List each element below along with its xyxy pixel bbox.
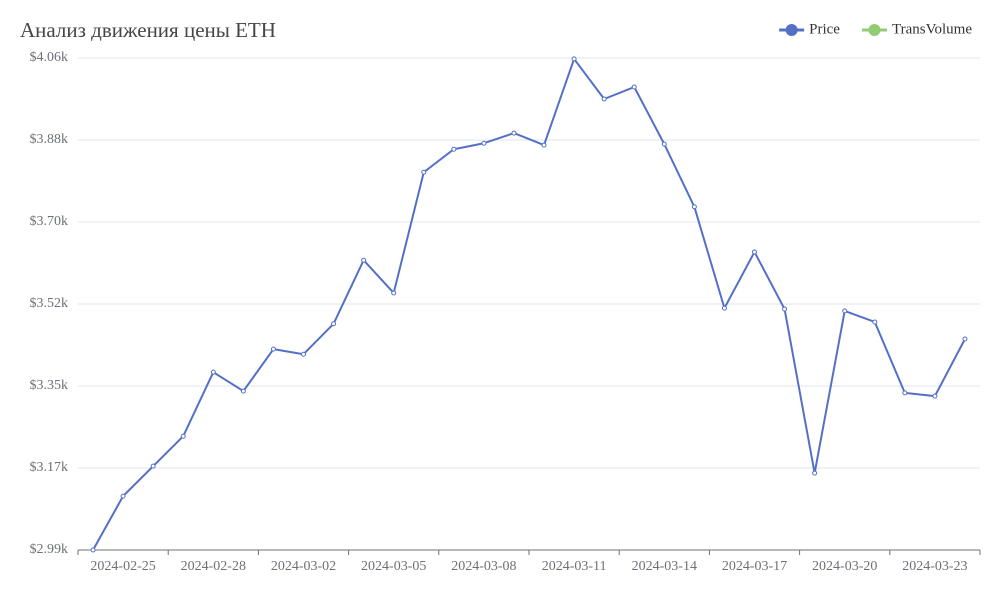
data-point <box>661 141 667 147</box>
x-tick-label: 2024-02-25 <box>90 559 155 574</box>
data-point <box>752 249 757 255</box>
data-point <box>782 306 788 312</box>
x-tick-label: 2024-02-28 <box>181 559 246 574</box>
y-tick-label: $3.35k <box>30 378 69 393</box>
data-point <box>391 290 397 296</box>
data-point <box>180 433 186 439</box>
y-tick-label: $3.70k <box>30 214 69 229</box>
data-point <box>331 321 337 327</box>
data-point <box>120 493 126 499</box>
data-point <box>541 142 547 148</box>
data-point <box>481 140 487 146</box>
data-point <box>631 84 637 90</box>
x-tick-label: 2024-03-08 <box>451 559 516 574</box>
legend-icon <box>868 24 881 36</box>
legend-label: TransVolume <box>892 21 972 37</box>
y-tick-label: $3.17k <box>30 460 69 475</box>
data-point <box>932 393 938 399</box>
data-point <box>361 257 367 263</box>
data-point <box>812 470 818 476</box>
legend-icon <box>785 24 798 36</box>
legend-label: Price <box>809 21 840 37</box>
x-tick-label: 2024-03-11 <box>542 559 607 574</box>
data-point <box>601 96 607 102</box>
chart-title: Анализ движения цены ETH <box>20 18 276 42</box>
data-point <box>421 169 427 175</box>
data-point <box>842 308 848 314</box>
data-point <box>451 146 457 152</box>
data-point <box>301 351 306 357</box>
data-point <box>872 319 878 325</box>
x-tick-label: 2024-03-17 <box>722 559 787 574</box>
data-point <box>150 463 156 469</box>
data-point <box>210 369 216 375</box>
data-point <box>721 305 727 311</box>
x-tick-label: 2024-03-20 <box>812 559 877 574</box>
x-tick-label: 2024-03-23 <box>902 559 967 574</box>
data-point <box>90 547 96 553</box>
data-point <box>240 388 246 394</box>
x-tick-label: 2024-03-14 <box>632 559 697 574</box>
y-tick-label: $3.52k <box>30 296 69 311</box>
data-point <box>571 56 577 62</box>
y-tick-label: $4.06k <box>30 50 69 65</box>
data-point <box>511 130 517 136</box>
data-point <box>962 336 968 342</box>
data-point <box>902 390 908 396</box>
data-point <box>691 204 697 210</box>
data-point <box>270 346 276 352</box>
y-tick-label: $3.88k <box>30 132 69 147</box>
y-tick-label: $2.99k <box>30 542 69 557</box>
x-tick-label: 2024-03-05 <box>361 559 426 574</box>
series-line <box>92 57 966 551</box>
x-tick-label: 2024-03-02 <box>271 559 336 574</box>
